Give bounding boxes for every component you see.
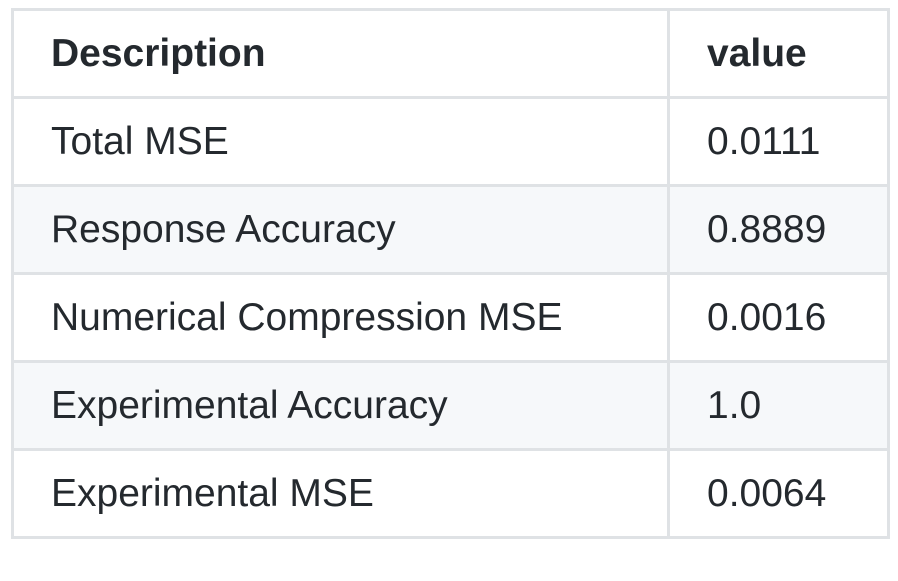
table-row: Experimental Accuracy 1.0 [11, 360, 890, 451]
results-table: Description value Total MSE 0.0111 Respo… [11, 8, 890, 539]
row-value: 0.8889 [667, 184, 890, 275]
table-header-row: Description value [11, 8, 890, 99]
row-description: Total MSE [11, 96, 670, 187]
row-description: Numerical Compression MSE [11, 272, 670, 363]
header-description: Description [11, 8, 670, 99]
row-description: Experimental MSE [11, 448, 670, 539]
table-row: Total MSE 0.0111 [11, 96, 890, 187]
row-value: 0.0111 [667, 96, 890, 187]
table-row: Numerical Compression MSE 0.0016 [11, 272, 890, 363]
results-table-container: Description value Total MSE 0.0111 Respo… [11, 8, 890, 539]
row-value: 1.0 [667, 360, 890, 451]
row-description: Experimental Accuracy [11, 360, 670, 451]
header-value: value [667, 8, 890, 99]
row-value: 0.0016 [667, 272, 890, 363]
row-value: 0.0064 [667, 448, 890, 539]
row-description: Response Accuracy [11, 184, 670, 275]
table-row: Experimental MSE 0.0064 [11, 448, 890, 539]
table-row: Response Accuracy 0.8889 [11, 184, 890, 275]
